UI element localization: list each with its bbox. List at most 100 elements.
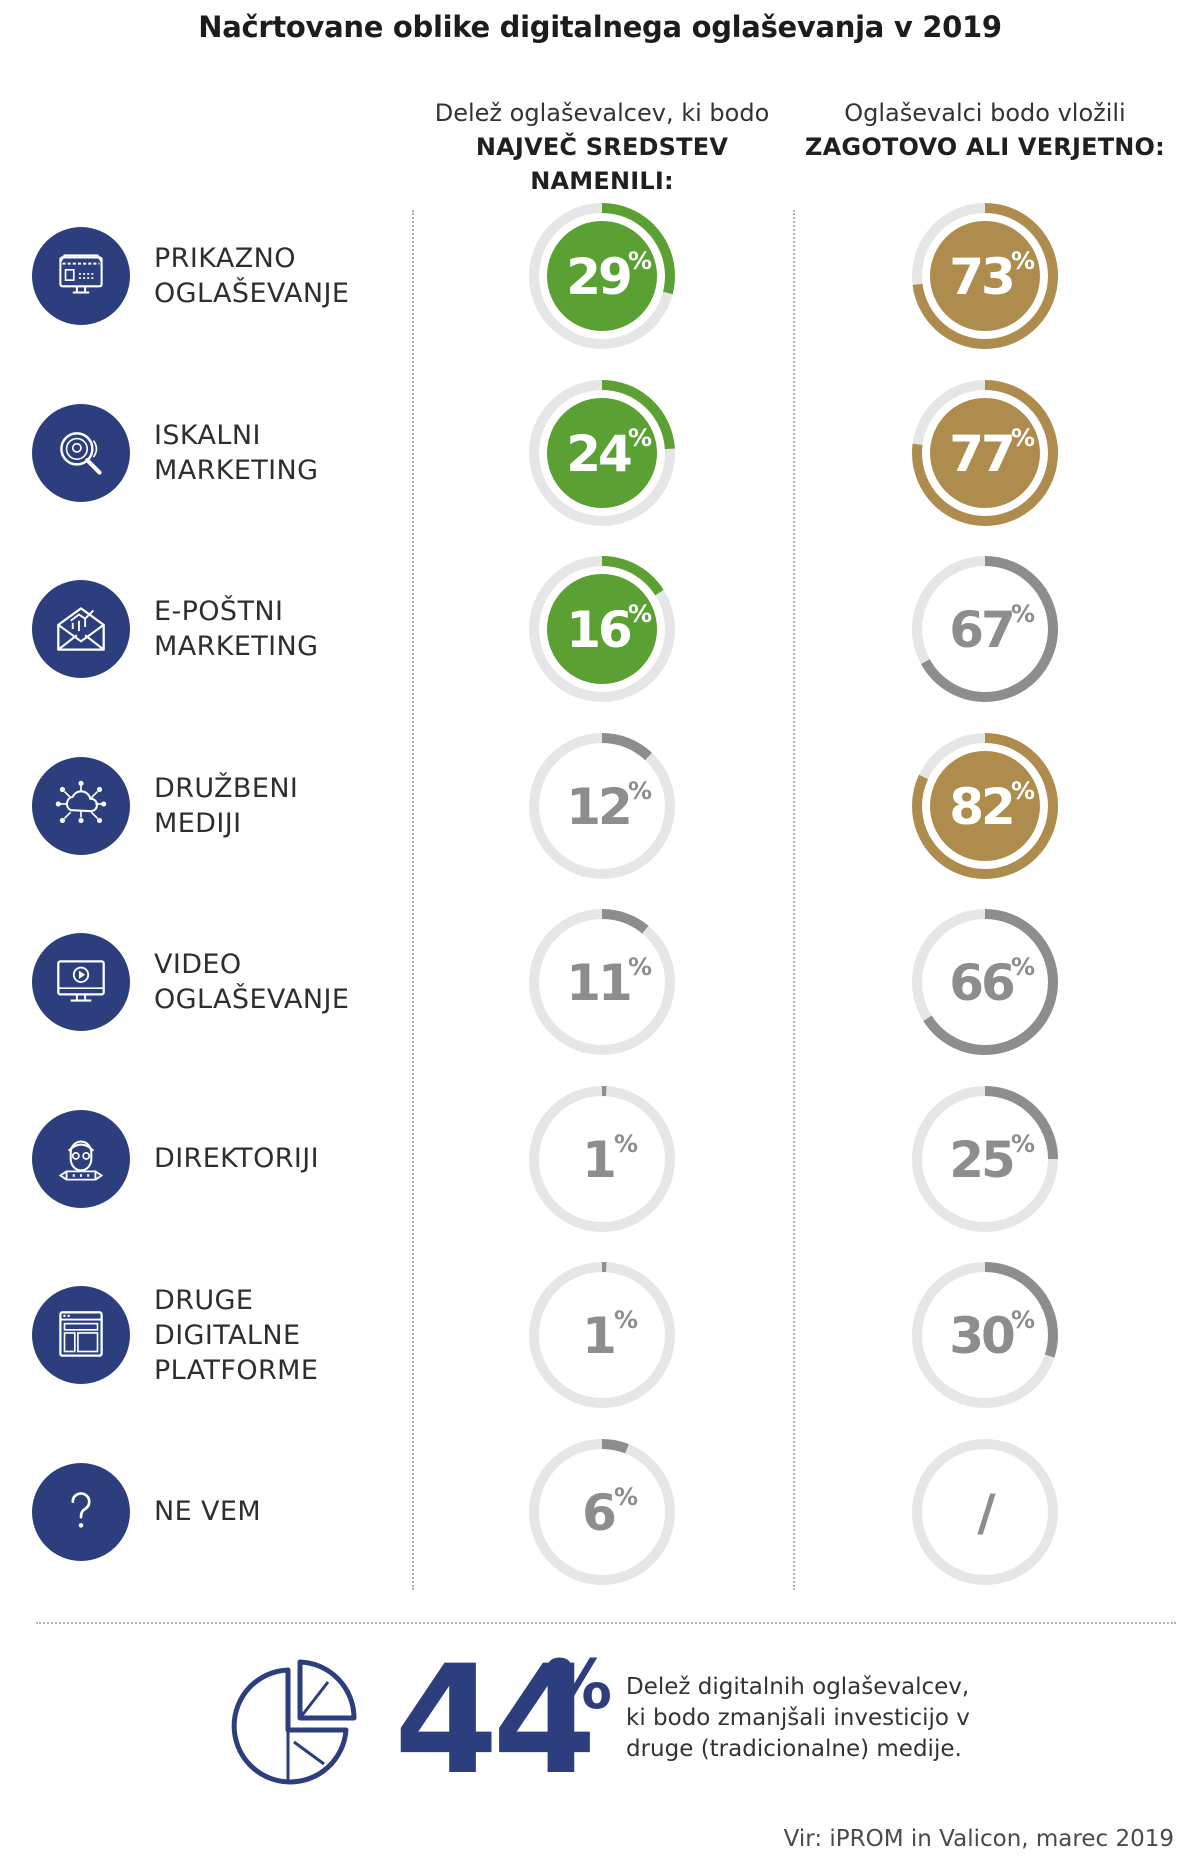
donut-arc: [912, 556, 1058, 702]
category-label: DIREKTORIJI: [154, 1141, 414, 1176]
source-note: Vir: iPROM in Valicon, marec 2019: [783, 1826, 1174, 1852]
category-label-line: OGLAŠEVANJE: [154, 984, 350, 1015]
footer-description: Delež digitalnih oglaševalcev, ki bodo z…: [626, 1672, 1026, 1765]
category-label-line: PLATFORME: [154, 1354, 319, 1386]
category-row: E-POŠTNI MARKETING 16% 67%: [0, 549, 1200, 709]
donut-fill: [547, 574, 657, 684]
donut-unit-label: %: [1011, 1130, 1035, 1158]
footer-unit: %: [544, 1646, 613, 1725]
category-row: VIDEO OGLAŠEVANJE 11% 66%: [0, 902, 1200, 1062]
donut-unit-label: %: [1011, 247, 1035, 275]
donut-value-label: 67: [949, 601, 1013, 659]
donut-chart: 29%: [529, 203, 675, 349]
category-label: NE VEM: [154, 1494, 414, 1529]
category-row: DRUŽBENI MEDIJI 12% 82%: [0, 726, 1200, 886]
category-icon-badge: [32, 1109, 130, 1208]
donut-chart: 1%: [529, 1262, 675, 1408]
category-label: DRUGE DIGITALNE PLATFORME: [154, 1283, 414, 1388]
donut-value-label: 30: [949, 1307, 1014, 1365]
category-icon-badge: [32, 1462, 130, 1561]
donut-value-label: 29: [566, 248, 630, 306]
category-label-line: MARKETING: [154, 454, 319, 486]
donut-arc: [912, 909, 1058, 1055]
donut-unit-label: %: [1011, 1306, 1035, 1334]
donut-arc: [912, 732, 1058, 879]
donut-chart: 6%: [529, 1438, 675, 1585]
page-title: Načrtovane oblike digitalnega oglaševanj…: [198, 10, 1002, 44]
pie-chart-icon: [231, 1659, 357, 1785]
donut-value-label: 12: [566, 778, 630, 836]
category-icon-badge: [32, 1286, 130, 1384]
category-label-line: DRUGE: [154, 1284, 254, 1316]
donut-fill: [547, 397, 657, 508]
category-label-line: DIGITALNE: [154, 1319, 301, 1351]
donut-track: [912, 1438, 1058, 1585]
category-label: E-POŠTNI MARKETING: [154, 594, 414, 664]
category-icon-badge: [32, 933, 130, 1031]
donut-arc: [529, 909, 675, 1055]
donut-arc: [912, 203, 1058, 349]
directory-person-icon: [58, 1140, 104, 1181]
donut-unit-label: %: [1011, 600, 1035, 628]
donut-unit-label: %: [614, 1483, 638, 1511]
search-marketing-icon: [60, 431, 102, 475]
category-icon-badge: [32, 227, 130, 325]
donut-unit-label: %: [1011, 424, 1035, 452]
column-header-line: Delež oglaševalcev, ki bodo: [434, 99, 770, 127]
donut-arc: [912, 1085, 1058, 1232]
donut-value-label: 16: [566, 601, 631, 659]
donut-unit-label: %: [1011, 777, 1035, 805]
donut-fill: [930, 750, 1040, 861]
donut-value-label: 1: [582, 1307, 614, 1365]
category-label: PRIKAZNO OGLAŠEVANJE: [154, 241, 414, 311]
donut-value-label: 1: [582, 1131, 614, 1189]
donut-fill: [547, 221, 657, 331]
column-header-line: Oglaševalci bodo vložili: [844, 99, 1126, 127]
category-label-line: ISKALNI: [154, 419, 261, 451]
donut-chart: 11%: [529, 909, 675, 1055]
donut-unit-label: %: [628, 247, 652, 275]
donut-value-label: 66: [949, 954, 1014, 1012]
column-header-emphasis: NAJVEČ SREDSTEV NAMENILI:: [475, 133, 729, 195]
donut-arc: [529, 203, 675, 349]
donut-chart: /: [912, 1438, 1058, 1585]
category-icon-badge: [32, 403, 130, 502]
category-label-line: E-POŠTNI: [154, 596, 284, 627]
category-label-line: NE VEM: [154, 1496, 262, 1527]
category-label-line: DIREKTORIJI: [154, 1143, 319, 1174]
donut-chart: 66%: [912, 909, 1058, 1055]
donut-value-label: 6: [582, 1484, 615, 1542]
category-icon-badge: [32, 580, 130, 678]
column-divider: [412, 210, 414, 1590]
category-row: PRIKAZNO OGLAŠEVANJE 29% 73%: [0, 196, 1200, 356]
category-row: DRUGE DIGITALNE PLATFORME 1% 30%: [0, 1255, 1200, 1415]
donut-arc: [529, 1262, 675, 1408]
category-label: DRUŽBENI MEDIJI: [154, 771, 414, 841]
donut-arc: [529, 1438, 675, 1585]
column-header-emphasis: ZAGOTOVO ALI VERJETNO:: [805, 133, 1165, 161]
donut-unit-label: %: [628, 953, 652, 981]
category-label: VIDEO OGLAŠEVANJE: [154, 947, 414, 1017]
category-label-line: MARKETING: [154, 631, 319, 662]
donut-value-label: 24: [566, 425, 631, 483]
donut-chart: 1%: [529, 1085, 675, 1232]
email-marketing-icon: [57, 607, 105, 651]
footer-text-line: druge (tradicionalne) medije.: [626, 1736, 962, 1762]
category-row: NE VEM 6% /: [0, 1432, 1200, 1592]
donut-chart: 25%: [912, 1085, 1058, 1232]
donut-chart: 82%: [912, 732, 1058, 879]
donut-chart: 12%: [529, 732, 675, 879]
donut-chart: 77%: [912, 379, 1058, 526]
donut-unit-label: %: [628, 424, 652, 452]
donut-value-label: 25: [949, 1131, 1013, 1189]
donut-chart: 30%: [912, 1262, 1058, 1408]
donut-arc: [912, 379, 1058, 526]
category-row: ISKALNI MARKETING 24% 77%: [0, 373, 1200, 533]
donut-chart: 24%: [529, 379, 675, 526]
column-header-invest: Oglaševalci bodo vložili ZAGOTOVO ALI VE…: [795, 96, 1175, 164]
video-screen-icon: [57, 960, 105, 1002]
donut-unit-label: %: [628, 777, 652, 805]
donut-arc: [529, 379, 675, 526]
donut-unit-label: %: [628, 600, 652, 628]
